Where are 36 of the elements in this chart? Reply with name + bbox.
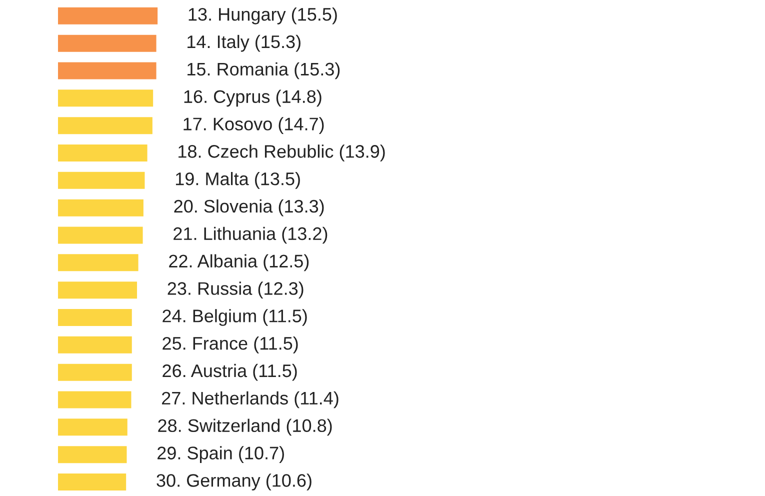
data-label: 26. Austria (11.5) [162, 364, 297, 381]
bar [58, 144, 148, 162]
bar [58, 90, 154, 107]
data-label: 28. Switzerland (10.8) [158, 418, 332, 436]
data-label: 19. Malta (13.5) [176, 172, 300, 189]
bar [58, 199, 144, 216]
bar [58, 172, 145, 189]
bar [58, 62, 156, 80]
data-label: 20. Slovenia (13.3) [174, 199, 324, 216]
data-label: 25. France (11.5) [162, 336, 298, 354]
bar [58, 226, 143, 244]
bar [58, 117, 152, 134]
bar [58, 336, 132, 354]
data-label: 13. Hungary (15.5) [188, 7, 337, 24]
data-label: 16. Cyprus (14.8) [184, 90, 322, 107]
bar [58, 446, 127, 464]
data-label: 22. Albania (12.5) [169, 254, 309, 272]
bar [58, 364, 132, 381]
data-label: 21. Lithuania (13.2) [174, 226, 328, 244]
bar [58, 34, 156, 52]
bar [58, 391, 132, 408]
data-label: 27. Netherlands (11.4) [162, 391, 338, 408]
bar [58, 418, 128, 436]
bar [58, 7, 158, 24]
data-label: 17. Kosovo (14.7) [184, 117, 324, 134]
data-label: 23. Russia (12.3) [168, 282, 304, 298]
data-label: 14. Italy (15.3) [188, 34, 300, 52]
bar [58, 309, 132, 326]
data-label: 18. Czech Rebublic (13.9) [178, 144, 385, 162]
bar [58, 254, 138, 272]
data-label: 30. Germany (10.6) [156, 474, 312, 490]
data-label: 24. Belgium (11.5) [162, 309, 307, 326]
bar [58, 282, 138, 299]
bar [58, 474, 126, 491]
data-label: 29. Spain (10.7) [158, 446, 284, 464]
data-label: 15. Romania (15.3) [188, 62, 340, 80]
